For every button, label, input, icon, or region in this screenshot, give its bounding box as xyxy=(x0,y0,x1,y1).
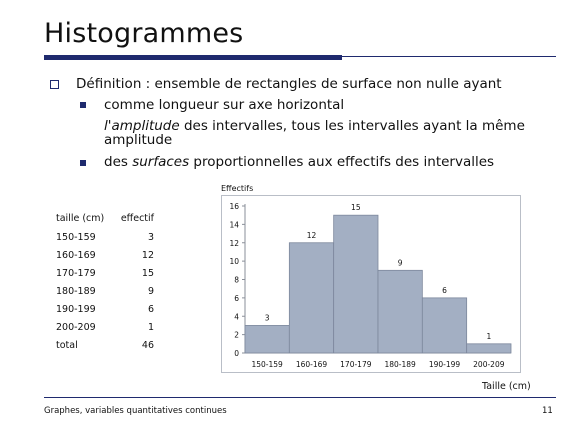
x-tick-label: 180-189 xyxy=(384,360,416,369)
y-axis-title: Effectifs xyxy=(221,184,253,193)
header-effectif: effectif xyxy=(120,213,154,224)
y-tick-label: 2 xyxy=(234,331,239,340)
bar-value-label: 12 xyxy=(307,231,317,240)
cell-count: 15 xyxy=(141,268,154,279)
histogram-bar xyxy=(333,214,379,354)
cell-count: 9 xyxy=(147,286,154,297)
bullet-horizontal-axis: comme longueur sur axe horizontal xyxy=(104,97,345,113)
histogram-bar xyxy=(377,269,423,354)
footer-rule xyxy=(44,397,556,398)
cell-class: 200-209 xyxy=(56,322,96,333)
cell-class: 190-199 xyxy=(56,304,96,315)
x-tick-label: 160-169 xyxy=(296,360,328,369)
cell-count: 6 xyxy=(147,304,154,315)
square-outline-bullet-icon xyxy=(50,80,59,89)
square-bullet-icon xyxy=(80,160,86,166)
square-bullet-icon xyxy=(80,102,86,108)
y-tick-label: 0 xyxy=(234,349,239,358)
x-tick-label: 190-199 xyxy=(429,360,461,369)
cell-total-count: 46 xyxy=(141,340,154,351)
surfaces-post: proportionnelles aux effectifs des inter… xyxy=(189,154,495,170)
x-axis-label: Taille (cm) xyxy=(482,381,531,392)
cell-class: 180-189 xyxy=(56,286,96,297)
cell-class: 150-159 xyxy=(56,232,96,243)
bullet-definition: Définition : ensemble de rectangles de s… xyxy=(76,76,502,92)
bar-value-label: 3 xyxy=(265,313,270,322)
histogram-bar xyxy=(288,242,335,354)
histogram-bar xyxy=(466,343,512,354)
page-number: 11 xyxy=(542,406,553,416)
histogram-bar xyxy=(244,325,290,354)
cell-total-label: total xyxy=(56,340,78,351)
cell-count: 12 xyxy=(141,250,154,261)
bullet-amplitude-line: l'amplitude des intervalles, tous les in… xyxy=(104,118,525,134)
cell-class: 170-179 xyxy=(56,268,96,279)
bar-value-label: 6 xyxy=(442,286,447,295)
histogram-bar xyxy=(421,297,468,354)
header-taille: taille (cm) xyxy=(56,213,105,224)
y-tick-label: 16 xyxy=(229,202,239,211)
y-tick-label: 12 xyxy=(229,239,239,248)
y-tick-label: 8 xyxy=(234,276,239,285)
histogram-chart: Effectifs02468101214163150-15912160-1691… xyxy=(221,184,512,369)
bullet-amplitude-line2: amplitude xyxy=(104,132,173,148)
slide-title: Histogrammes xyxy=(44,18,244,49)
x-tick-label: 150-159 xyxy=(251,360,283,369)
surfaces-pre: des xyxy=(104,154,133,170)
bullet-surfaces: des surfaces proportionnelles aux effect… xyxy=(104,154,494,170)
bar-value-label: 15 xyxy=(351,203,361,212)
y-tick-label: 6 xyxy=(234,294,239,303)
amplitude-rest: des intervalles, tous les intervalles ay… xyxy=(179,118,525,134)
surfaces-italic: surfaces xyxy=(132,154,190,170)
amplitude-italic: l'amplitude xyxy=(104,118,180,134)
y-tick-label: 14 xyxy=(229,220,239,229)
x-tick-label: 170-179 xyxy=(340,360,372,369)
bar-value-label: 1 xyxy=(486,332,491,341)
x-tick-label: 200-209 xyxy=(473,360,505,369)
y-tick-label: 4 xyxy=(234,312,239,321)
y-tick-label: 10 xyxy=(229,257,239,266)
cell-class: 160-169 xyxy=(56,250,96,261)
title-underline-accent xyxy=(44,55,342,60)
bar-value-label: 9 xyxy=(398,258,403,267)
footer-caption: Graphes, variables quantitatives continu… xyxy=(44,406,227,416)
cell-count: 1 xyxy=(147,322,154,333)
cell-count: 3 xyxy=(147,232,154,243)
